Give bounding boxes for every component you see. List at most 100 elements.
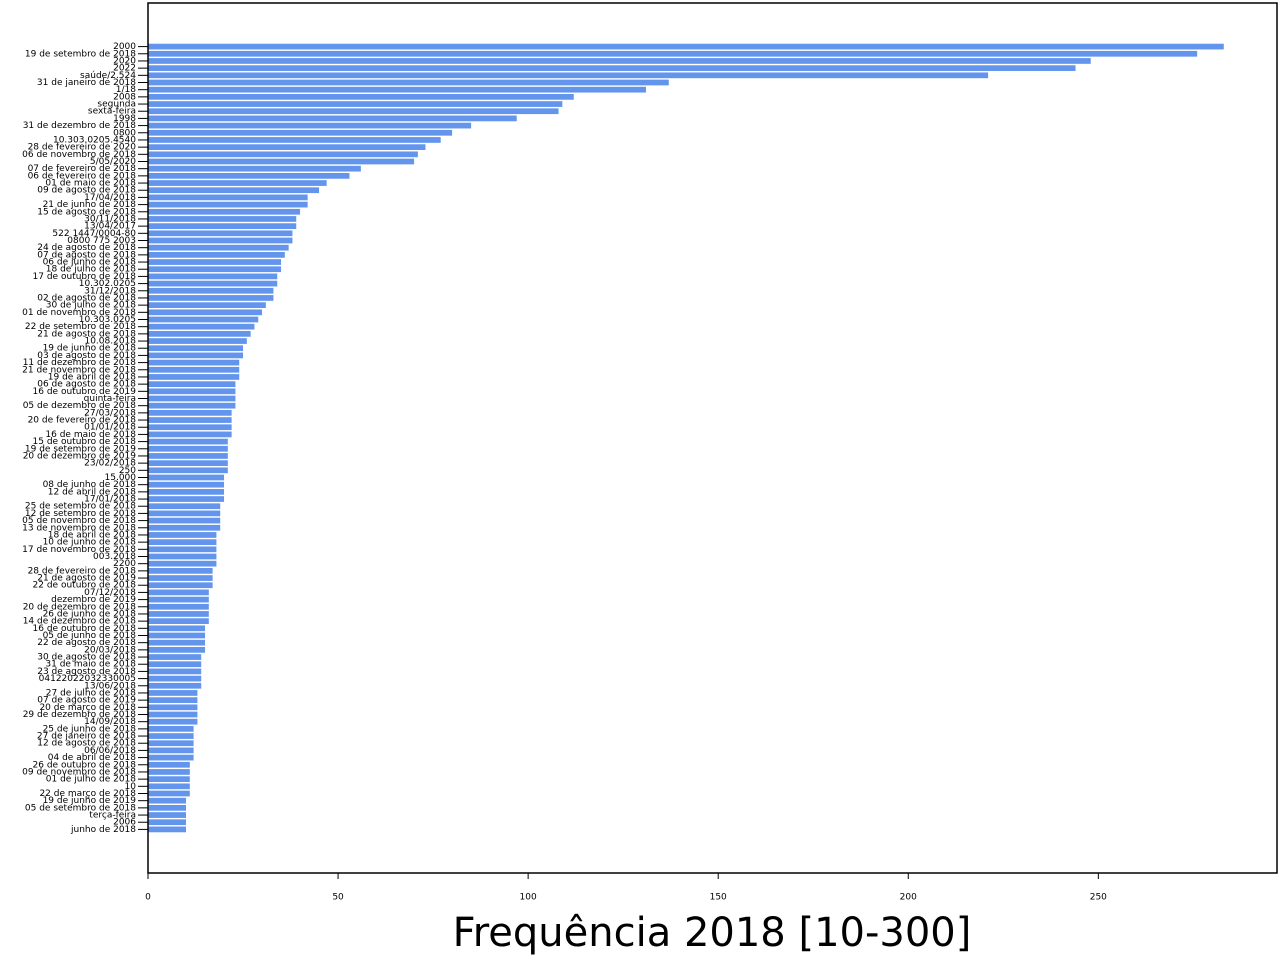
y-tick-label: 10.303.0205.4540 — [53, 135, 136, 145]
bar — [148, 374, 240, 380]
y-tick-label: 2022 — [113, 64, 136, 74]
y-tick-label: 28 de fevereiro de 2018 — [28, 566, 137, 576]
bar — [148, 718, 198, 725]
y-tick-label: junho de 2018 — [70, 825, 136, 835]
y-tick-label: 27/03/2018 — [84, 408, 136, 418]
bar — [148, 151, 418, 158]
y-tick-label: 01/01/2018 — [84, 423, 136, 433]
bar — [148, 273, 278, 280]
y-tick-label: 22 de setembro de 2018 — [25, 322, 136, 332]
bar — [148, 144, 426, 151]
y-tick-label: 07 de fevereiro de 2018 — [28, 164, 137, 174]
bar — [148, 747, 194, 754]
y-tick-label: 30 de julho de 2018 — [46, 301, 136, 311]
y-tick-label: 13 de novembro de 2018 — [22, 523, 136, 533]
bar — [148, 819, 187, 826]
y-tick-label: 2006 — [113, 818, 136, 828]
bar — [148, 524, 221, 531]
bar — [148, 467, 228, 474]
y-tick-label: 5/05/2020 — [90, 157, 136, 167]
y-tick-label: 27 de janeiro de 2018 — [37, 732, 136, 742]
y-tick-label: 16 de maio de 2018 — [45, 430, 136, 440]
bar — [148, 223, 297, 230]
y-tick-label: 23 de agosto de 2018 — [37, 667, 136, 677]
x-tick-label: 200 — [900, 893, 917, 903]
x-tick-label: 150 — [710, 893, 727, 903]
bar — [148, 438, 228, 445]
y-tick-label: 0800 775 2003 — [67, 236, 136, 246]
y-tick-label: 17 de outubro de 2018 — [33, 272, 137, 282]
bar — [148, 539, 217, 546]
y-tick-label: dezembro de 2019 — [51, 595, 136, 605]
bar — [148, 783, 190, 790]
bar — [148, 388, 236, 395]
y-tick-label: 15 de agosto de 2018 — [37, 207, 136, 217]
y-tick-label: saúde/2.524 — [80, 71, 136, 81]
bar — [148, 409, 232, 416]
y-tick-label: 20 de dezembro de 2019 — [23, 451, 137, 461]
y-tick-label: 05 de setembro de 2018 — [25, 803, 136, 813]
y-tick-label: 2008 — [113, 92, 136, 102]
y-tick-label: 27 de julho de 2018 — [46, 688, 136, 698]
bar — [148, 668, 202, 675]
y-tick-label: 07 de agosto de 2019 — [37, 696, 136, 706]
bar — [148, 812, 187, 818]
x-axis-label: Frequência 2018 [10-300] — [453, 910, 972, 956]
y-tick-label: 06 de fevereiro de 2018 — [28, 171, 137, 181]
bar — [148, 259, 282, 265]
y-tick-label: 07/12/2018 — [84, 588, 136, 598]
bar — [148, 769, 190, 775]
y-tick-label: 16 de outubro de 2018 — [33, 624, 137, 634]
bar — [148, 302, 266, 309]
bar — [148, 589, 209, 596]
bar — [148, 654, 202, 660]
bar — [148, 431, 232, 438]
bar — [148, 445, 228, 452]
y-tick-label: 01 de maio de 2018 — [45, 179, 136, 189]
bar — [148, 338, 247, 344]
bar — [148, 165, 361, 172]
bar — [148, 237, 293, 244]
y-tick-label: 09 de agosto de 2018 — [37, 186, 136, 196]
y-tick-label: 12 de setembro de 2018 — [25, 509, 136, 519]
bar — [148, 180, 327, 186]
y-tick-label: 02 de agosto de 2018 — [37, 293, 136, 303]
y-tick-label: 06 de agosto de 2018 — [37, 380, 136, 390]
y-tick-label: 0800 — [113, 128, 136, 138]
bar — [148, 309, 263, 316]
bar — [148, 402, 236, 409]
y-tick-label: 24 de agosto de 2018 — [37, 243, 136, 253]
y-tick-label: 04 de abril de 2018 — [48, 753, 137, 763]
y-tick-label: 05 de junho de 2018 — [43, 631, 137, 641]
y-tick-label: 03 de agosto de 2018 — [37, 351, 136, 361]
bar — [148, 474, 225, 481]
bar — [148, 646, 206, 653]
bar — [148, 72, 989, 79]
bar — [148, 129, 453, 136]
bar — [148, 460, 228, 467]
x-tick-label: 0 — [145, 893, 151, 903]
bar — [148, 172, 350, 179]
y-tick-label: 13/04/2017 — [84, 222, 136, 232]
bar — [148, 352, 244, 359]
bar — [148, 93, 574, 100]
bar — [148, 733, 194, 739]
bar — [148, 697, 198, 704]
bar — [148, 567, 213, 574]
bar — [148, 546, 217, 553]
bar — [148, 58, 1091, 64]
y-tick-label: 01 de julho de 2018 — [46, 775, 136, 785]
y-tick-label: segunda — [97, 100, 136, 110]
bar — [148, 359, 240, 366]
y-tick-label: 16 de outubro de 2019 — [33, 387, 137, 397]
bar — [148, 381, 236, 388]
bar — [148, 675, 202, 682]
y-tick-label: 22 de outubro de 2018 — [33, 581, 137, 591]
y-tick-label: 19 de junho de 2018 — [43, 344, 137, 354]
y-tick-label: 22 de março de 2018 — [39, 789, 136, 799]
bar — [148, 503, 221, 510]
bar — [148, 496, 225, 502]
y-tick-label: 2000 — [113, 42, 136, 52]
y-tick-label: 10.303.0205 — [79, 315, 136, 325]
